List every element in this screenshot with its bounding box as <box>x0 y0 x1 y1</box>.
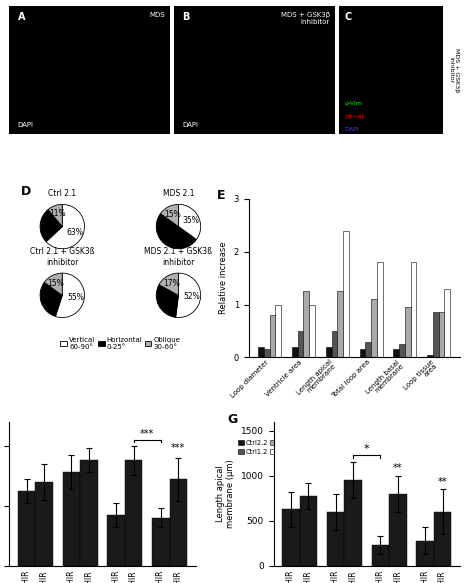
Bar <box>18 491 36 566</box>
Title: Ctrl 2.1: Ctrl 2.1 <box>48 189 76 198</box>
Bar <box>258 347 264 357</box>
Wedge shape <box>159 273 178 296</box>
Wedge shape <box>46 205 84 249</box>
Text: MDS + GSK3β
inhibitor: MDS + GSK3β inhibitor <box>448 48 459 92</box>
Bar <box>372 545 389 566</box>
Text: MDS: MDS <box>149 12 165 18</box>
Bar <box>433 312 438 357</box>
Text: ***: *** <box>140 429 155 439</box>
Bar <box>327 512 345 566</box>
Bar <box>377 262 383 357</box>
Text: **: ** <box>393 463 402 473</box>
Title: MDS 2.1: MDS 2.1 <box>163 189 194 198</box>
Bar <box>326 347 331 357</box>
Legend: Vertical
60-90°, Horizontal
0-25°, Oblique
30-60°: Vertical 60-90°, Horizontal 0-25°, Obliq… <box>57 335 183 353</box>
Bar <box>399 344 405 357</box>
Bar <box>337 292 343 357</box>
Bar <box>108 515 125 566</box>
Bar <box>393 349 399 357</box>
Wedge shape <box>156 285 178 317</box>
Bar <box>345 480 362 566</box>
Wedge shape <box>156 213 196 249</box>
Wedge shape <box>40 209 62 242</box>
Text: 31%: 31% <box>158 297 174 306</box>
Wedge shape <box>178 205 201 240</box>
Text: 55%: 55% <box>67 293 84 302</box>
Bar <box>445 289 450 357</box>
Text: E: E <box>217 189 226 202</box>
Text: p-Vim: p-Vim <box>344 101 362 106</box>
Bar <box>303 292 309 357</box>
Title: Ctrl 2.1 + GSK3ß
inhibitor: Ctrl 2.1 + GSK3ß inhibitor <box>30 247 95 266</box>
Text: 50%: 50% <box>162 233 179 242</box>
Bar <box>275 304 281 357</box>
Text: 30%: 30% <box>41 295 58 304</box>
Bar <box>152 518 170 566</box>
Bar <box>264 349 270 357</box>
Wedge shape <box>55 273 84 318</box>
Bar <box>410 262 416 357</box>
Wedge shape <box>44 273 62 296</box>
Text: D: D <box>21 185 31 198</box>
Text: *: * <box>364 444 370 454</box>
Title: MDS 2.1 + GSK3ß
inhibitor: MDS 2.1 + GSK3ß inhibitor <box>145 247 212 266</box>
Bar <box>282 510 300 566</box>
Text: G: G <box>227 413 237 426</box>
Text: ***: *** <box>171 443 185 453</box>
Text: C: C <box>344 12 352 22</box>
Wedge shape <box>48 205 62 227</box>
Bar <box>360 349 365 357</box>
Bar <box>365 342 371 357</box>
Bar <box>170 479 187 566</box>
Text: 11%: 11% <box>49 209 66 218</box>
Text: 35%: 35% <box>182 216 199 225</box>
Bar <box>416 541 434 566</box>
Bar <box>343 230 349 357</box>
Bar <box>298 331 303 357</box>
Text: **: ** <box>438 476 447 487</box>
Bar <box>434 512 451 566</box>
Bar <box>63 472 80 566</box>
Wedge shape <box>176 273 201 318</box>
Bar <box>292 347 298 357</box>
Bar <box>427 355 433 357</box>
Wedge shape <box>40 282 62 317</box>
Bar <box>371 299 377 357</box>
Y-axis label: Length apical
membrane (μm): Length apical membrane (μm) <box>216 459 236 528</box>
Bar <box>125 460 142 566</box>
Bar <box>331 331 337 357</box>
Text: MDS + GSK3β
inhibitor: MDS + GSK3β inhibitor <box>281 12 330 25</box>
Text: DAPI: DAPI <box>344 127 359 132</box>
Text: 17%: 17% <box>163 279 180 288</box>
Text: 15%: 15% <box>48 279 64 287</box>
Bar <box>300 496 317 566</box>
Text: 15%: 15% <box>164 210 181 219</box>
Y-axis label: Relative increase: Relative increase <box>219 242 228 314</box>
Text: DAPI: DAPI <box>18 122 34 128</box>
Text: pβ-cat: pβ-cat <box>344 114 365 119</box>
Text: 63%: 63% <box>66 227 83 237</box>
Text: 52%: 52% <box>184 292 201 301</box>
Text: B: B <box>182 12 190 22</box>
Bar <box>389 494 407 566</box>
Bar <box>270 315 275 357</box>
Legend: Ctrl2.2, Ctrl1.2, MDS1.2, MDS2.1: Ctrl2.2, Ctrl1.2, MDS1.2, MDS2.1 <box>235 437 306 458</box>
Text: A: A <box>18 12 25 22</box>
Text: 26%: 26% <box>40 221 57 230</box>
Bar <box>405 307 410 357</box>
Text: DAPI: DAPI <box>182 122 198 128</box>
Bar <box>80 460 98 566</box>
Bar <box>438 312 445 357</box>
Bar <box>309 304 315 357</box>
Wedge shape <box>161 205 178 227</box>
Bar <box>36 482 53 566</box>
